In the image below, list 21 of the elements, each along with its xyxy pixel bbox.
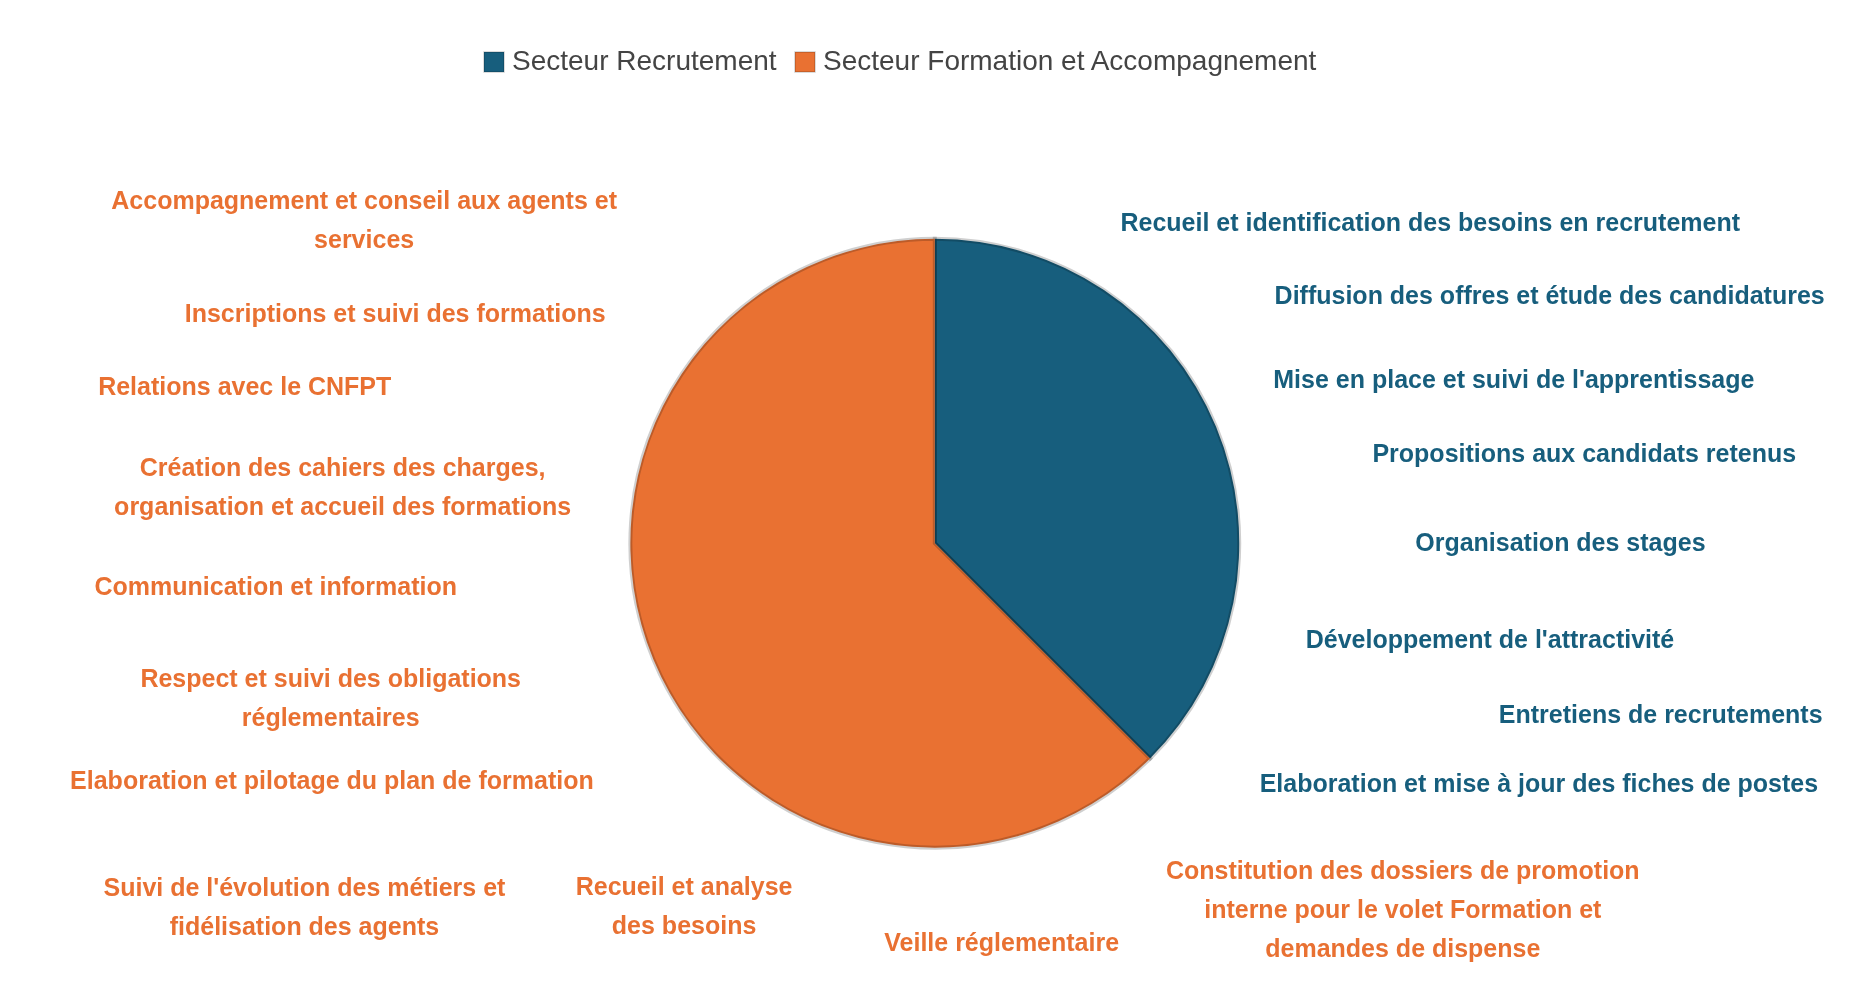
text: Accompagnement et conseil aux agents et services bbox=[111, 186, 618, 254]
text: Suivi de l'évolution des métiers et fidélisation des agents bbox=[103, 872, 507, 940]
text: Elaboration et pilotage du plan de formation bbox=[70, 765, 594, 794]
text: Organisation des stages bbox=[1415, 528, 1706, 557]
text: Inscriptions et suivi des formations bbox=[184, 298, 606, 327]
text: Respect et suivi des obligations réglementaires bbox=[140, 663, 522, 731]
text: Veille réglementaire bbox=[884, 928, 1120, 957]
legend-label: Secteur Formation et Accompagnement bbox=[823, 45, 1317, 76]
text: Diffusion des offres et étude des candidatures bbox=[1274, 281, 1825, 310]
text: Elaboration et mise à jour des fiches de postes bbox=[1259, 769, 1819, 798]
text: Recueil et identification des besoins en recrutement bbox=[1120, 208, 1741, 237]
text: Constitution des dossiers de promotion interne pour le volet Formation et demandes de dispense bbox=[1165, 855, 1640, 962]
text: Communication et information bbox=[94, 572, 458, 601]
text: Mise en place et suivi de l'apprentissage bbox=[1273, 364, 1755, 393]
legend-label: Secteur Recrutement bbox=[512, 45, 777, 76]
text: Relations avec le CNFPT bbox=[98, 371, 392, 400]
text: Propositions aux candidats retenus bbox=[1372, 438, 1797, 467]
text: Création des cahiers des charges, organisation et accueil des formations bbox=[114, 452, 572, 520]
text: Entretiens de recrutements bbox=[1498, 700, 1823, 729]
text: Recueil et analyse des besoins bbox=[575, 871, 793, 939]
text: Développement de l'attractivité bbox=[1305, 624, 1675, 653]
